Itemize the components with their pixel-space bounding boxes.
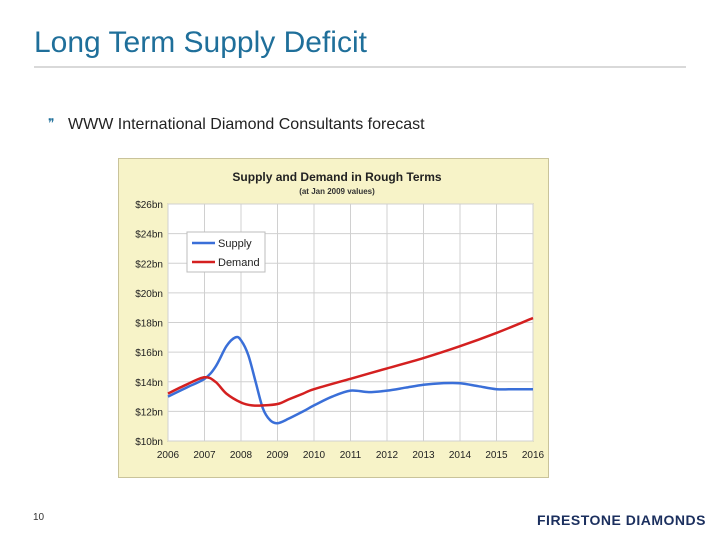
x-tick-label: 2015 [485,450,508,461]
chart-panel: Supply and Demand in Rough Terms (at Jan… [118,158,549,478]
y-tick-label: $12bn [135,407,163,418]
legend-demand-label: Demand [218,257,260,269]
y-tick-label: $24bn [135,230,163,241]
chart-subtitle: (at Jan 2009 values) [299,187,375,196]
x-tick-label: 2013 [412,450,435,461]
x-tick-label: 2006 [157,450,180,461]
x-tick-label: 2014 [449,450,472,461]
slide-title: Long Term Supply Deficit [34,26,367,59]
bullet-icon: ❞ [48,116,55,130]
y-tick-label: $18bn [135,319,163,330]
series-line-demand [167,316,534,407]
bullet-text: WWW International Diamond Consultants fo… [68,116,425,133]
grid-lines [167,203,534,442]
x-tick-label: 2008 [230,450,253,461]
y-tick-label: $14bn [135,378,163,389]
series-lines [167,316,534,425]
y-tick-label: $22bn [135,259,163,270]
bullet-item: ❞ WWW International Diamond Consultants f… [48,116,425,134]
y-tick-label: $10bn [135,437,163,448]
x-tick-label: 2016 [522,450,545,461]
series-line-supply [167,335,533,425]
x-axis: 2006 2007 2008 2009 2010 2011 2012 2013 2014 2015… [157,450,545,461]
x-tick-label: 2011 [340,450,362,461]
company-logo: FIRESTONE DIAMONDS [537,512,706,528]
legend-box [186,231,266,273]
y-tick-label: $20bn [135,289,163,300]
y-axis: $10bn $12bn $14bn $16bn $18bn $20bn $22bn $24bn… [135,200,163,448]
legend: Supply Demand [186,231,266,273]
legend-supply-label: Supply [218,238,252,250]
title-divider [34,66,686,68]
x-tick-label: 2010 [303,450,326,461]
x-tick-label: 2012 [376,450,399,461]
page-number: 10 [33,512,45,523]
y-tick-label: $16bn [135,348,163,359]
chart-title: Supply and Demand in Rough Terms [232,170,441,184]
supply-demand-chart: Supply and Demand in Rough Terms (at Jan… [135,170,545,461]
x-tick-label: 2009 [266,450,289,461]
y-tick-label: $26bn [135,200,163,211]
x-tick-label: 2007 [193,450,216,461]
